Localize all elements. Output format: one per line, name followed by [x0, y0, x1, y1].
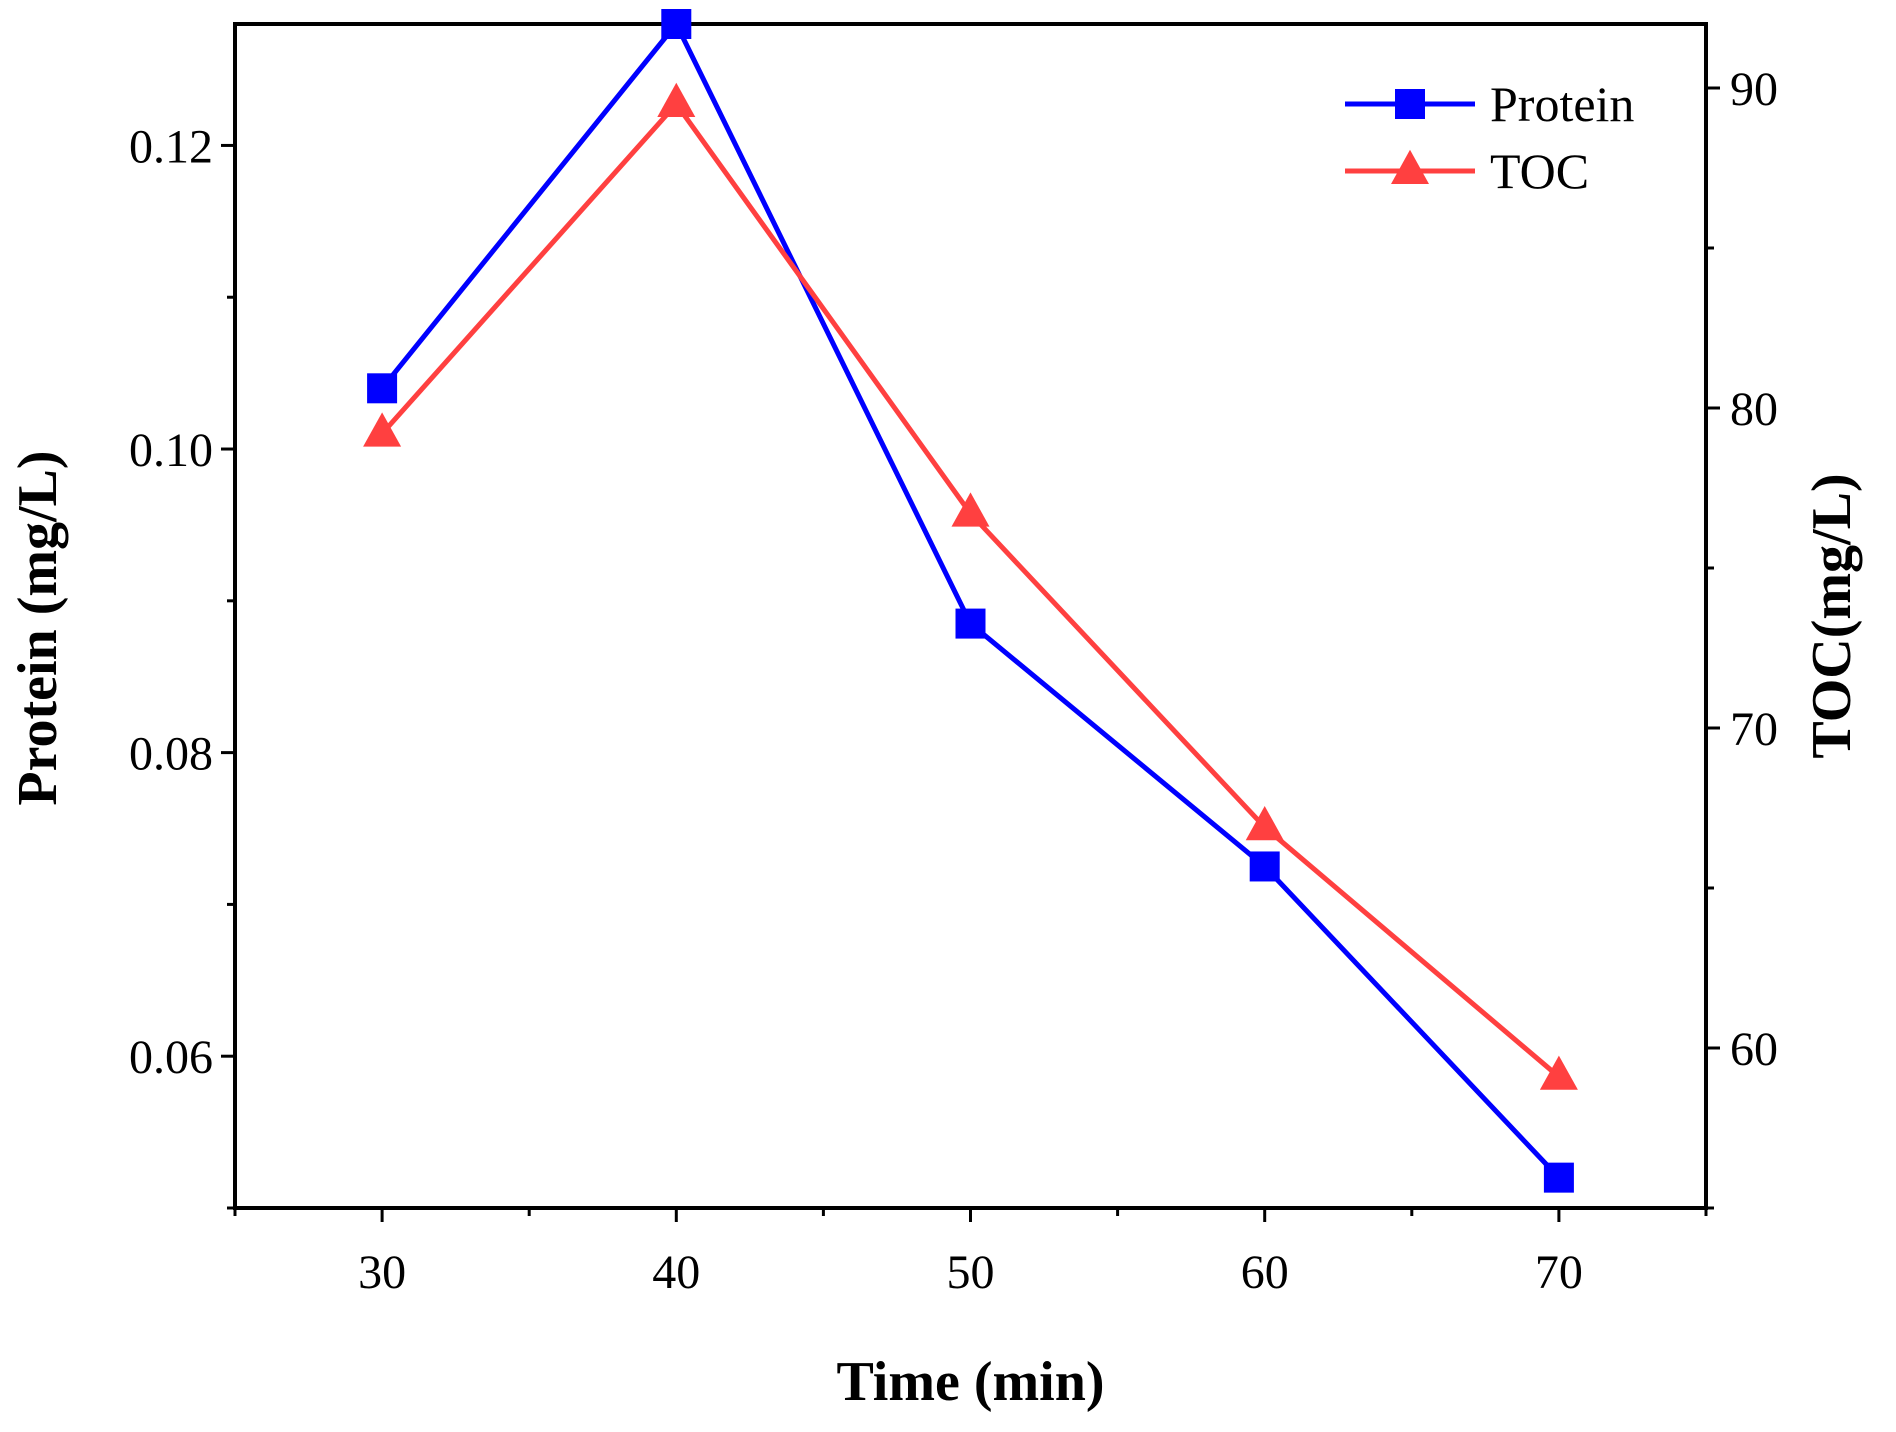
y-tick-label-0.12: 0.12	[129, 120, 213, 173]
point-protein-30	[367, 373, 398, 404]
tick-labels: 30 40 50 60 70 0.06 0.08 0.10 0.12 60 70 80 90	[129, 63, 1778, 1299]
series-line-toc	[380, 101, 1561, 1079]
series-line-protein	[380, 21, 1561, 1180]
y2-tick-label-70: 70	[1730, 703, 1778, 756]
legend: Protein TOC	[1345, 76, 1634, 199]
point-protein-60	[1249, 851, 1280, 882]
y-axis-title-left: Protein (mg/L)	[7, 450, 69, 805]
y-tick-label-0.06: 0.06	[129, 1031, 213, 1084]
y2-tick-label-80: 80	[1730, 383, 1778, 436]
point-toc-70	[1539, 1055, 1578, 1090]
point-toc-60	[1245, 805, 1284, 841]
point-protein-70	[1543, 1162, 1574, 1193]
plot-frame	[233, 22, 1708, 1210]
legend-label-toc: TOC	[1490, 143, 1589, 199]
point-protein-50	[955, 608, 986, 639]
tick-marks	[221, 86, 1720, 1222]
legend-label-protein: Protein	[1490, 76, 1634, 132]
y-axis-title-right: TOC(mg/L)	[1801, 473, 1863, 758]
point-protein-40	[661, 9, 692, 39]
x-axis-title: Time (min)	[836, 1351, 1104, 1413]
x-tick-label-50: 50	[947, 1246, 995, 1299]
point-toc-30	[363, 412, 402, 447]
legend-marker-protein	[1395, 89, 1425, 119]
y-tick-label-0.10: 0.10	[129, 424, 213, 477]
x-tick-label-30: 30	[358, 1246, 406, 1299]
x-tick-label-70: 70	[1535, 1246, 1583, 1299]
series-layer	[363, 9, 1578, 1193]
y2-tick-label-90: 90	[1730, 63, 1778, 116]
y-tick-label-0.08: 0.08	[129, 728, 213, 781]
point-toc-40	[657, 82, 696, 117]
point-toc-50	[951, 492, 990, 527]
x-tick-label-40: 40	[652, 1246, 700, 1299]
legend-marker-toc	[1391, 149, 1429, 184]
y2-tick-label-60: 60	[1730, 1023, 1778, 1076]
x-tick-label-60: 60	[1241, 1246, 1289, 1299]
